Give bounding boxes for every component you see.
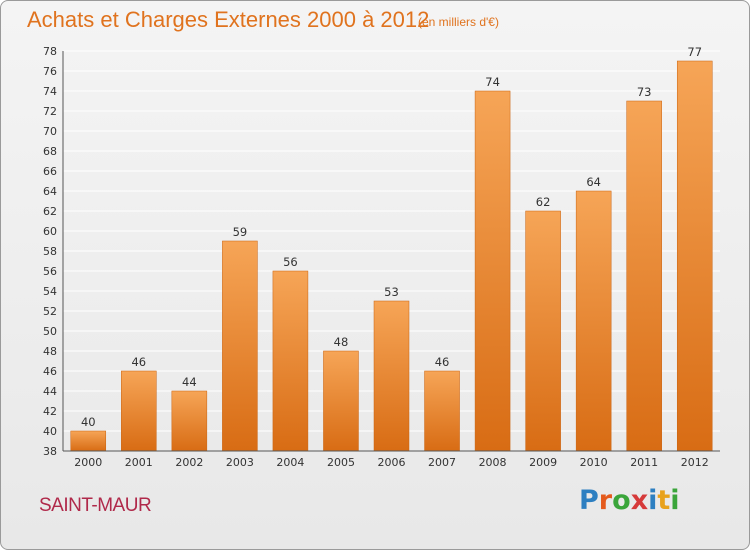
data-label: 40 [81, 415, 96, 429]
x-tick-label: 2005 [327, 456, 355, 469]
y-tick-label: 50 [43, 325, 57, 338]
chart-subtitle: (en milliers d'€) [418, 15, 499, 29]
y-tick-label: 48 [43, 345, 57, 358]
data-label: 56 [283, 255, 298, 269]
bar [575, 190, 612, 452]
bar [272, 270, 309, 452]
data-label: 74 [485, 75, 500, 89]
proxiti-logo[interactable]: Proxiti [579, 485, 680, 516]
logo-letter: P [579, 485, 599, 516]
y-tick-label: 64 [43, 185, 57, 198]
y-tick-label: 74 [43, 85, 57, 98]
x-tick-label: 2009 [529, 456, 557, 469]
x-tick-label: 2006 [378, 456, 406, 469]
y-tick-label: 46 [43, 365, 57, 378]
y-tick-label: 70 [43, 125, 57, 138]
bar [70, 430, 107, 452]
bar [373, 300, 410, 452]
chart-title: Achats et Charges Externes 2000 à 2012 [27, 7, 430, 32]
y-tick-label: 76 [43, 65, 57, 78]
x-tick-label: 2000 [74, 456, 102, 469]
x-tick-label: 2004 [276, 456, 304, 469]
data-label: 62 [536, 195, 551, 209]
y-tick-label: 38 [43, 445, 57, 458]
bar [323, 350, 359, 452]
y-tick-label: 44 [43, 385, 57, 398]
y-tick-label: 66 [43, 165, 57, 178]
bar [474, 90, 511, 452]
x-tick-label: 2008 [479, 456, 507, 469]
data-label: 77 [687, 45, 702, 59]
x-tick-label: 2002 [175, 456, 203, 469]
x-tick-label: 2003 [226, 456, 254, 469]
y-tick-label: 60 [43, 225, 57, 238]
bar [424, 370, 460, 452]
logo-letter: r [598, 485, 613, 516]
bar [626, 100, 662, 452]
y-tick-label: 78 [43, 45, 57, 58]
data-label: 53 [384, 285, 399, 299]
data-label: 73 [637, 85, 652, 99]
logo-letter: o [612, 485, 631, 516]
y-tick-label: 72 [43, 105, 57, 118]
axes: 38 40 42 44 46 48 50 52 54 56 58 60 62 64 66 68 70 72 74 76… [43, 45, 720, 469]
logo-letter: t [657, 485, 671, 516]
data-label: 46 [131, 355, 146, 369]
x-tick-label: 2007 [428, 456, 456, 469]
bar [525, 210, 561, 452]
x-tick-label: 2001 [125, 456, 153, 469]
bar [222, 240, 258, 452]
y-tick-label: 56 [43, 265, 57, 278]
y-tick-label: 62 [43, 205, 57, 218]
y-tick-label: 68 [43, 145, 57, 158]
data-label: 48 [334, 335, 349, 349]
logo-letter: i [670, 485, 680, 516]
y-tick-label: 54 [43, 285, 57, 298]
data-label: 46 [435, 355, 450, 369]
y-tick-label: 52 [43, 305, 57, 318]
y-tick-label: 58 [43, 245, 57, 258]
data-label: 64 [586, 175, 601, 189]
data-label: 59 [233, 225, 248, 239]
y-tick-label: 42 [43, 405, 57, 418]
y-tick-label: 40 [43, 425, 57, 438]
bars: 40 46 44 59 56 48 53 46 74 62 64 73 77 [70, 45, 713, 452]
x-tick-label: 2011 [630, 456, 658, 469]
bar [676, 60, 713, 452]
x-tick-label: 2010 [580, 456, 608, 469]
bar [171, 390, 208, 452]
place-name: SAINT-MAUR [39, 495, 152, 516]
data-label: 44 [182, 375, 197, 389]
logo-letter: i [648, 485, 658, 516]
bar [121, 370, 157, 452]
logo-letter: x [630, 485, 649, 516]
x-tick-label: 2012 [681, 456, 709, 469]
